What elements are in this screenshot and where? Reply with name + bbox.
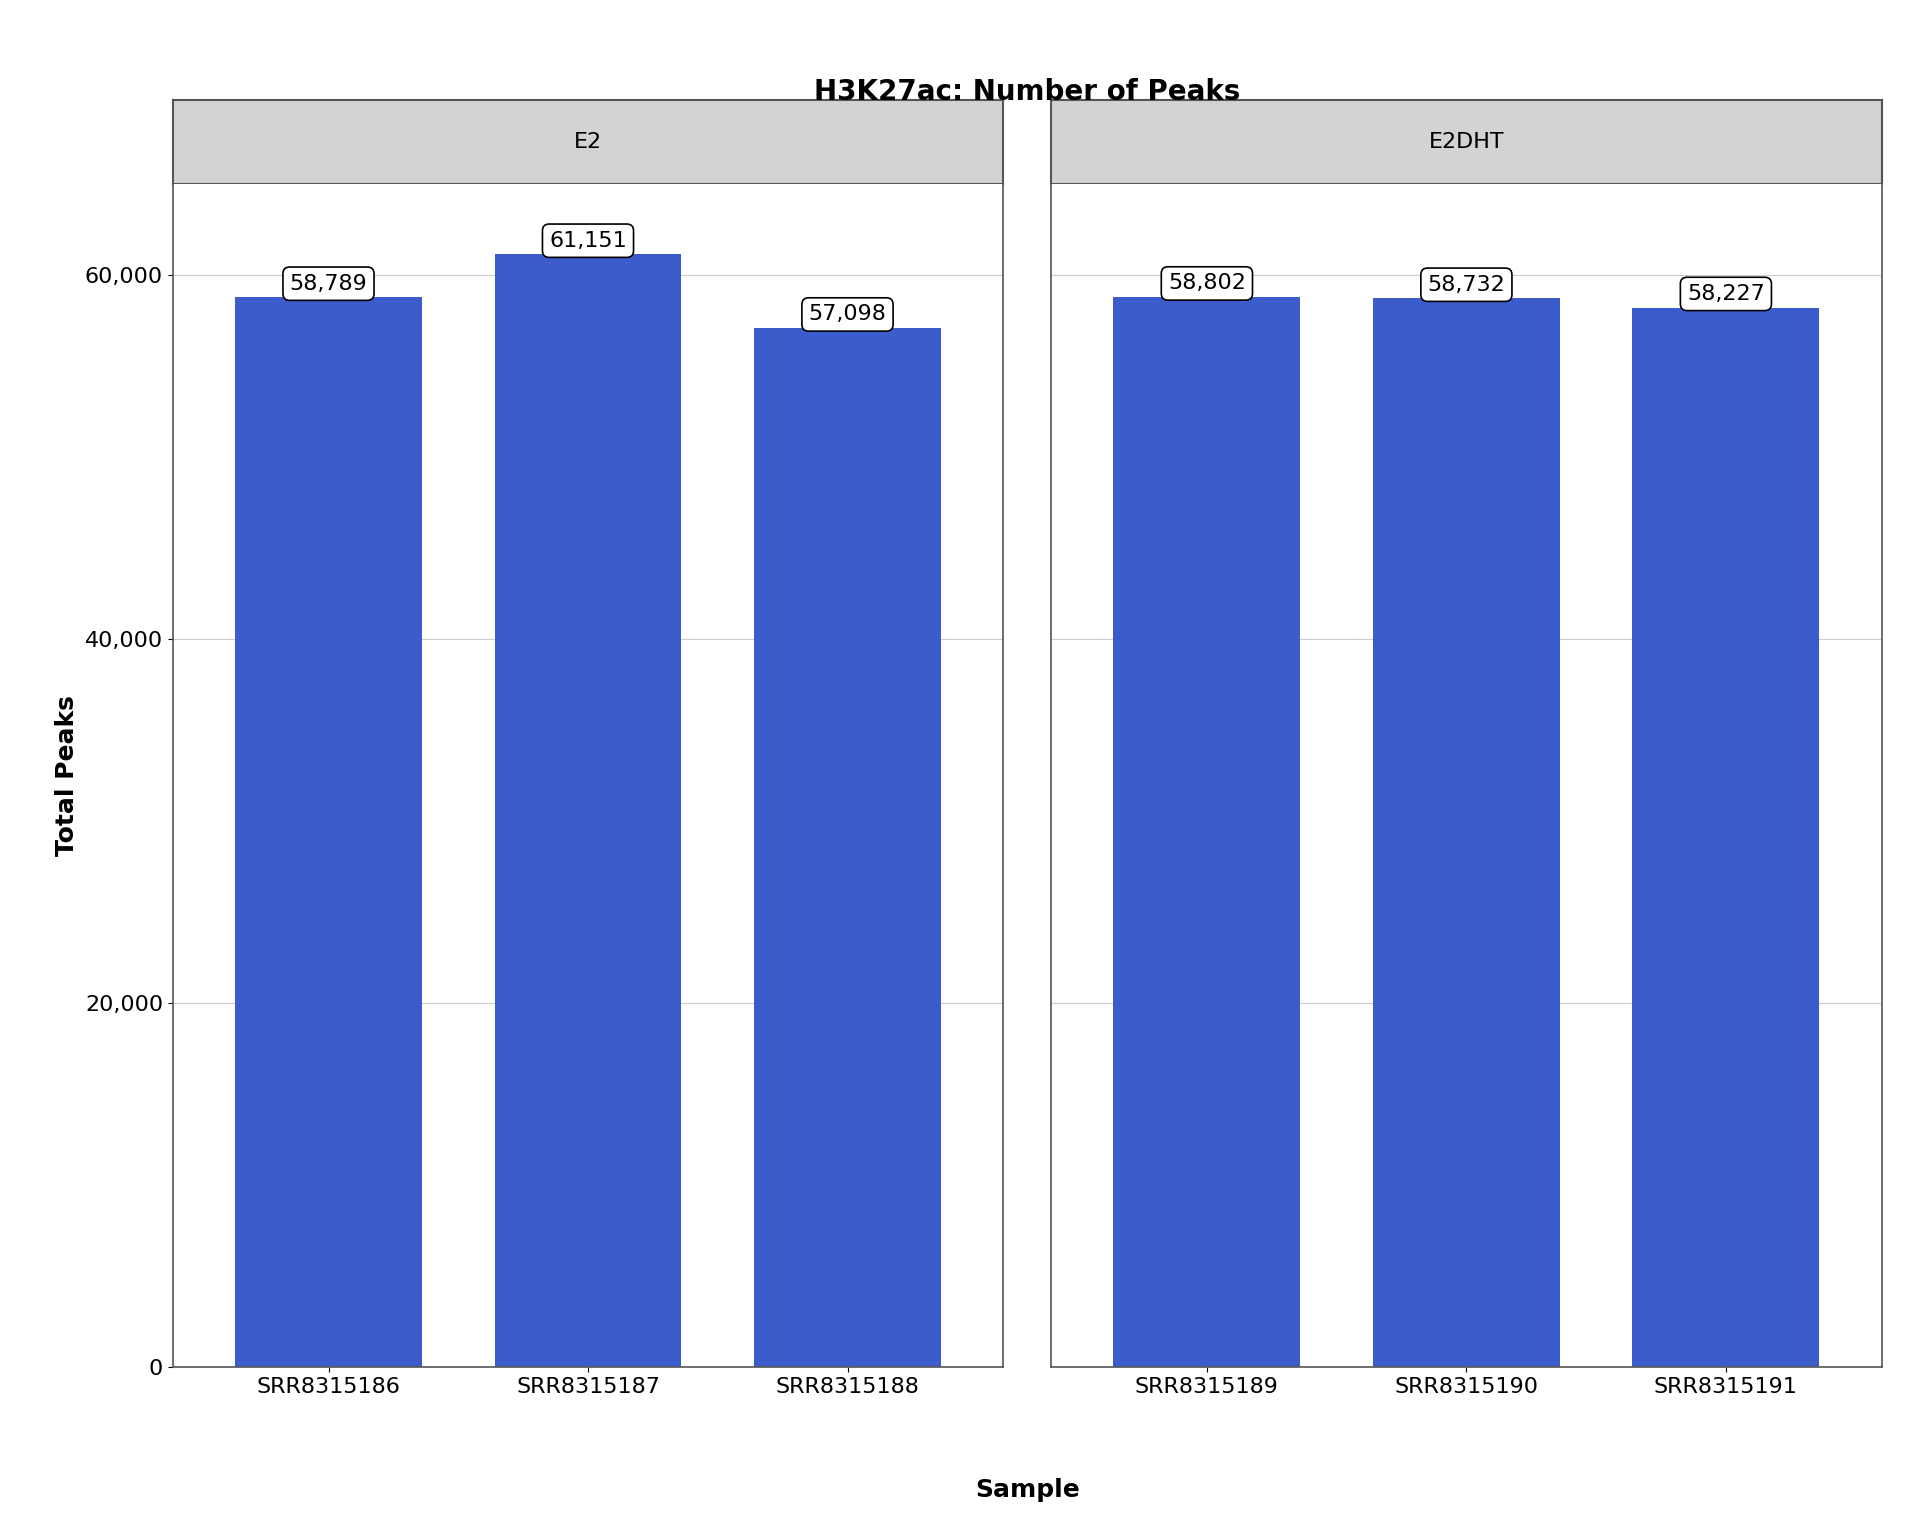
Text: 58,227: 58,227	[1688, 284, 1764, 304]
Bar	[1373, 298, 1559, 1367]
Text: 61,151: 61,151	[549, 230, 626, 250]
Text: E2: E2	[574, 132, 603, 152]
Bar	[755, 329, 941, 1367]
Bar	[1114, 296, 1300, 1367]
Text: H3K27ac: Number of Peaks: H3K27ac: Number of Peaks	[814, 78, 1240, 106]
Bar	[234, 298, 422, 1367]
Text: 58,789: 58,789	[290, 273, 367, 293]
Bar	[1632, 307, 1820, 1367]
Text: 58,802: 58,802	[1167, 273, 1246, 293]
Bar	[495, 255, 682, 1367]
Text: 58,732: 58,732	[1428, 275, 1505, 295]
Text: Sample: Sample	[975, 1478, 1079, 1502]
Text: E2DHT: E2DHT	[1428, 132, 1503, 152]
Y-axis label: Total Peaks: Total Peaks	[56, 696, 79, 856]
Text: 57,098: 57,098	[808, 304, 887, 324]
